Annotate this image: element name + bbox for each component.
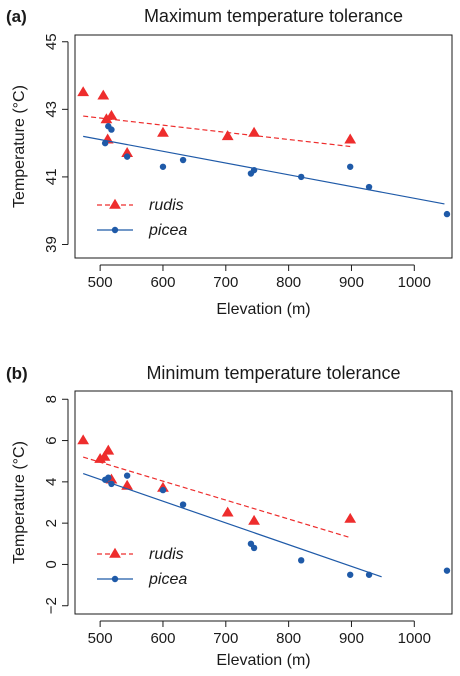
data-point-rudis <box>121 147 134 157</box>
fit-line-picea <box>82 473 382 578</box>
data-point-picea <box>347 163 354 170</box>
data-point-rudis <box>157 126 169 137</box>
data-point-rudis <box>100 113 113 124</box>
chart-title: Minimum temperature tolerance <box>146 363 400 383</box>
data-point-picea <box>179 156 187 164</box>
data-point-picea <box>101 139 109 147</box>
panel-min-temperature: (b) Minimum temperature tolerance 500 600 70… <box>6 363 453 669</box>
data-point-rudis <box>221 130 234 141</box>
data-point-picea <box>123 153 131 160</box>
plot-frame <box>74 34 453 259</box>
data-point-picea <box>159 486 167 494</box>
data-point-rudis <box>248 126 260 137</box>
legend-label-picea: picea <box>148 571 187 588</box>
legend-label-rudis: rudis <box>149 197 184 214</box>
x-tick-label: 600 <box>150 274 175 291</box>
data-point-rudis <box>344 133 357 144</box>
y-tick-label: −2 <box>43 597 60 614</box>
plot-frame <box>74 390 453 615</box>
y-tick-label: 6 <box>43 436 60 444</box>
panel-label: (a) <box>6 7 27 26</box>
data-point-picea <box>105 474 112 481</box>
data-point-picea <box>179 501 187 508</box>
data-point-picea <box>298 173 305 181</box>
y-tick-label: 45 <box>43 33 60 50</box>
fit-line-picea <box>83 135 445 205</box>
data-point-picea <box>108 480 115 488</box>
data-point-rudis <box>102 444 115 455</box>
data-point-picea <box>443 210 451 218</box>
legend-marker-rudis <box>109 198 121 209</box>
y-tick-label: 41 <box>43 169 60 186</box>
data-point-rudis <box>77 86 90 97</box>
x-axis-label: Elevation (m) <box>216 301 310 318</box>
y-tick-label: 8 <box>43 395 60 403</box>
chart-title: Maximum temperature tolerance <box>144 6 403 26</box>
data-point-picea <box>123 472 131 479</box>
legend-marker-rudis <box>109 547 121 558</box>
data-point-picea <box>250 166 258 174</box>
x-axis-label: Elevation (m) <box>216 652 310 669</box>
data-point-rudis <box>97 89 110 100</box>
data-point-rudis <box>344 512 357 523</box>
y-tick-label: 4 <box>43 478 60 486</box>
x-tick-label: 1000 <box>398 630 431 647</box>
y-tick-label: 2 <box>43 519 60 527</box>
data-point-picea <box>365 571 373 578</box>
data-point-rudis <box>77 434 90 445</box>
y-axis-label: Temperature (°C) <box>11 441 28 564</box>
data-point-rudis <box>105 473 118 484</box>
data-point-picea <box>159 163 167 170</box>
data-point-rudis <box>105 109 118 120</box>
fit-line-rudis <box>83 115 351 148</box>
x-tick-label: 600 <box>150 630 175 647</box>
x-tick-label: 900 <box>339 630 364 647</box>
data-point-picea <box>108 126 115 133</box>
legend-label-rudis: rudis <box>149 546 184 563</box>
data-point-picea <box>443 567 451 574</box>
x-tick-label: 1000 <box>398 274 431 291</box>
fit-line-rudis <box>82 456 351 539</box>
data-point-rudis <box>248 514 260 525</box>
data-point-picea <box>347 571 354 578</box>
data-point-picea <box>250 544 258 552</box>
x-tick-label: 900 <box>339 274 364 291</box>
y-axis-label: Temperature (°C) <box>11 85 28 208</box>
x-tick-label: 700 <box>213 630 238 647</box>
x-tick-label: 500 <box>88 274 113 291</box>
x-tick-label: 500 <box>88 630 113 647</box>
y-tick-label: 39 <box>43 236 60 253</box>
legend-marker-picea <box>111 226 119 234</box>
data-point-rudis <box>221 506 234 517</box>
x-tick-label: 700 <box>213 274 238 291</box>
y-tick-label: 43 <box>43 101 60 118</box>
panel-label: (b) <box>6 364 28 383</box>
data-point-rudis <box>98 450 111 461</box>
x-tick-label: 800 <box>276 630 301 647</box>
x-tick-label: 800 <box>276 274 301 291</box>
legend-marker-picea <box>111 575 119 583</box>
panel-max-temperature: (a) Maximum temperature tolerance 500 600 70… <box>6 6 453 318</box>
y-tick-label: 0 <box>43 560 60 568</box>
data-point-picea <box>298 557 305 564</box>
legend-label-picea: picea <box>148 222 187 239</box>
data-point-picea <box>365 183 373 191</box>
